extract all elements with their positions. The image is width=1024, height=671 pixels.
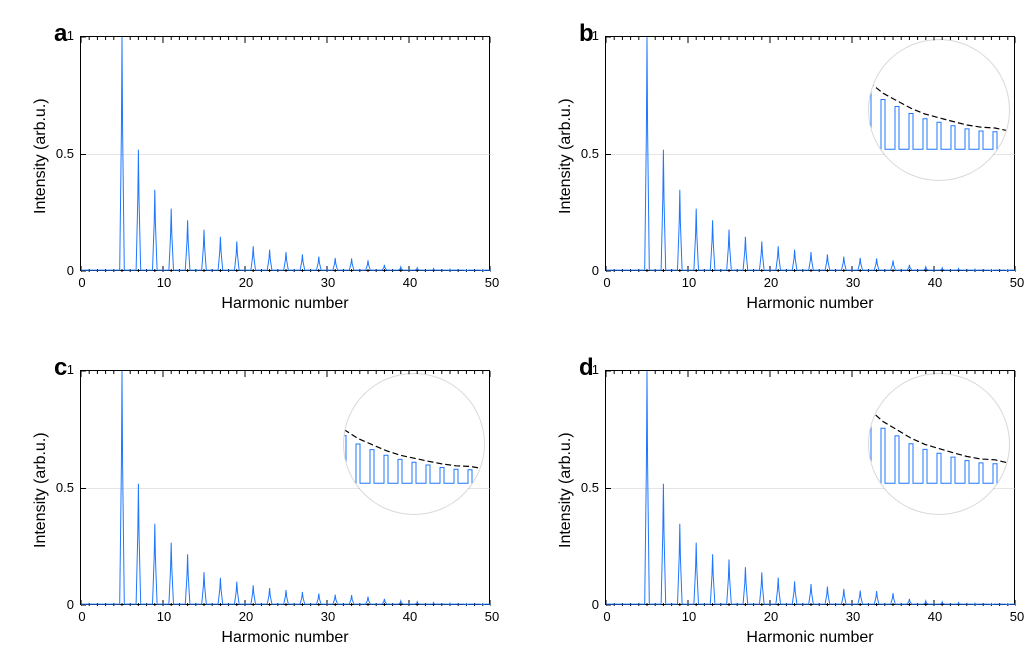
x-axis-label: Harmonic number [80,295,490,313]
x-axis-label: Harmonic number [605,629,1015,647]
xtick-label: 50 [480,609,504,624]
y-axis-label: Intensity (arb.u.) [32,98,50,214]
xtick-label: 0 [70,609,94,624]
xtick-label: 50 [1005,275,1024,290]
y-axis-label: Intensity (arb.u.) [557,98,575,214]
y-axis-label: Intensity (arb.u.) [557,432,575,548]
xtick-label: 20 [234,275,258,290]
xtick-label: 0 [595,609,619,624]
xtick-label: 20 [234,609,258,624]
xtick-label: 50 [480,275,504,290]
panel-b: 00.5101020304050Harmonic numberIntensity… [605,36,1015,271]
figure: 0 0.5 10 10 20 30 40 50 Harmonic number Intensity… [0,0,1024,671]
plot-svg [81,37,491,272]
y-axis-label: Intensity (arb.u.) [32,432,50,548]
ytick-label: 0.5 [46,146,74,161]
xtick-label: 10 [677,275,701,290]
xtick-label: 30 [841,275,865,290]
xtick-label: 50 [1005,609,1024,624]
xtick-label: 0 [595,275,619,290]
plot-area [80,36,490,271]
panel-c: 00.5101020304050Harmonic numberIntensity… [80,370,490,605]
panel-a: 00.5101020304050Harmonic numberIntensity… [80,36,490,271]
panel-d: 00.5101020304050Harmonic numberIntensity… [605,370,1015,605]
x-axis-label: Harmonic number [80,629,490,647]
xtick-label: 40 [923,275,947,290]
panel-tag: c [54,354,67,382]
xtick-label: 40 [923,609,947,624]
spectrum-line [81,37,491,271]
xtick-label: 30 [316,609,340,624]
inset-zoom [869,374,1009,514]
xtick-label: 10 [152,275,176,290]
xtick-label: 40 [398,275,422,290]
panel-tag: b [579,20,594,48]
xtick-label: 0 [70,275,94,290]
xtick-label: 30 [316,275,340,290]
ytick-label: 0.5 [46,480,74,495]
ytick-label: 0.5 [571,480,599,495]
panel-tag: a [54,20,67,48]
inset-zoom [869,40,1009,180]
xtick-label: 40 [398,609,422,624]
xtick-label: 10 [677,609,701,624]
xtick-label: 20 [759,609,783,624]
x-axis-label: Harmonic number [605,295,1015,313]
panel-tag: d [579,354,594,382]
inset-zoom [344,374,484,514]
xtick-label: 10 [152,609,176,624]
xtick-label: 20 [759,275,783,290]
ytick-label: 0.5 [571,146,599,161]
xtick-label: 30 [841,609,865,624]
